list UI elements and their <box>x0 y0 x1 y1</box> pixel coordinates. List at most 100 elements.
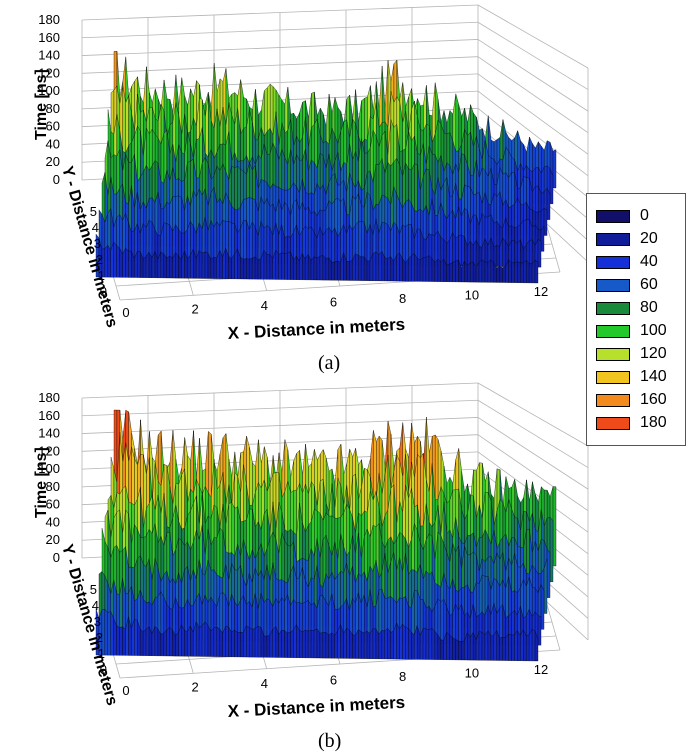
surface-facet <box>405 258 409 282</box>
surface-facet <box>278 252 282 280</box>
surface-facet <box>434 258 438 282</box>
surface-facet <box>125 247 129 278</box>
surface-facet <box>213 221 218 263</box>
surface-facet <box>293 624 297 658</box>
caption-b: (b) <box>318 730 342 752</box>
surface-facet <box>134 619 138 656</box>
surface-facet <box>160 251 164 279</box>
surface-facet <box>446 239 450 267</box>
gridline <box>477 417 589 490</box>
surface-facet <box>160 591 165 641</box>
surface-facet <box>143 222 147 262</box>
surface-facet <box>145 251 150 278</box>
legend-label: 120 <box>640 345 667 362</box>
surface-facet <box>305 253 309 281</box>
surface-facet <box>543 207 548 236</box>
surface-facet <box>502 237 506 267</box>
surface-facet <box>408 255 412 282</box>
surface-facet <box>334 630 338 659</box>
z-axis-label: Time [ns] <box>33 69 50 140</box>
surface-facet <box>263 635 268 658</box>
surface-facet <box>540 584 545 630</box>
surface-facet <box>337 231 341 265</box>
surface-facet <box>257 258 262 280</box>
surface-facet <box>198 625 203 657</box>
surface-facet <box>455 639 459 661</box>
surface-facet <box>528 629 533 662</box>
surface-facet <box>449 262 453 283</box>
x-tick-label: 4 <box>261 298 268 313</box>
surface-facet <box>352 633 356 659</box>
surface-facet <box>396 252 400 282</box>
surface-facet <box>431 627 436 660</box>
surface-facet <box>490 259 494 283</box>
x-tick-label: 0 <box>122 305 129 320</box>
surface-facet <box>266 254 271 280</box>
gridline <box>477 21 589 90</box>
surface-facet <box>204 251 209 279</box>
surface-mesh <box>95 409 557 662</box>
surface-facet <box>240 631 244 658</box>
legend-swatch <box>596 394 630 407</box>
legend-item: 120 <box>596 344 684 364</box>
y-tick-label: 2 <box>96 252 103 267</box>
surface-facet <box>470 631 474 661</box>
surface-facet <box>499 266 503 283</box>
surface-facet <box>417 257 421 282</box>
surface-facet <box>305 629 309 659</box>
surface-facet <box>461 640 465 661</box>
surface-facet <box>428 627 433 660</box>
surface-facet <box>331 227 335 265</box>
z-tick-label: 140 <box>38 426 60 441</box>
surface-facet <box>487 630 492 661</box>
surface-facet <box>349 629 353 659</box>
surface-facet <box>411 253 415 282</box>
surface-facet <box>520 262 524 283</box>
surface-facet <box>387 627 391 660</box>
y-tick-label: 5 <box>90 582 97 597</box>
z-tick-label: 140 <box>38 48 60 63</box>
y-tick-label: 2 <box>96 630 103 645</box>
surface-facet <box>546 188 551 220</box>
surface-facet <box>246 258 250 280</box>
z-tick-label: 180 <box>38 12 60 27</box>
surface-facet <box>272 625 276 658</box>
z-tick-label: 0 <box>53 550 60 565</box>
surface-facet <box>337 624 341 659</box>
surface-facet <box>243 258 247 280</box>
y-tick-label: 4 <box>92 598 99 613</box>
surface-facet <box>452 637 456 661</box>
surface-facet <box>113 241 117 278</box>
surface-facet <box>213 256 217 279</box>
legend-swatch <box>596 256 630 269</box>
surface-facet <box>390 630 394 660</box>
surface-facet <box>461 234 465 267</box>
surface-facet <box>361 256 365 281</box>
z-tick-label: 120 <box>38 443 60 458</box>
surface-facet <box>358 254 362 281</box>
gridline <box>477 399 589 468</box>
legend-swatch <box>596 210 630 223</box>
surface-facet <box>116 625 120 656</box>
surface-facet <box>319 632 324 659</box>
surface-facet <box>240 220 244 264</box>
x-tick-label: 6 <box>330 673 337 688</box>
surface-facet <box>266 598 271 642</box>
surface-facet <box>231 629 235 658</box>
surface-facet <box>361 631 365 659</box>
surface-facet <box>175 252 179 279</box>
surface-facet <box>325 257 329 281</box>
surface-facet <box>478 259 483 283</box>
surface-facet <box>537 239 542 268</box>
surface-facet <box>281 629 285 658</box>
z-tick-label: 180 <box>38 390 60 405</box>
surface-facet <box>355 253 359 281</box>
z-tick-label: 80 <box>46 479 60 494</box>
surface-plot-a: 180 160 140 120 100 80 60 40 20 0 5 4 3 2 1 0 0 2 4 6 8 10 12 T… <box>0 0 590 378</box>
surface-facet <box>201 621 206 657</box>
gridline <box>477 434 589 511</box>
surface-facet <box>128 250 132 278</box>
legend-item: 100 <box>596 321 684 341</box>
surface-facet <box>254 625 259 658</box>
surface-facet <box>493 245 497 267</box>
